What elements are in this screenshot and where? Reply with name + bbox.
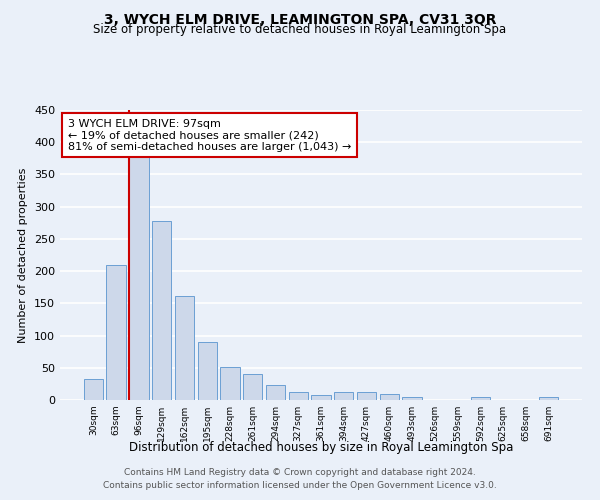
Y-axis label: Number of detached properties: Number of detached properties bbox=[19, 168, 28, 342]
Bar bbox=[243, 374, 262, 400]
Bar bbox=[106, 264, 126, 400]
Bar bbox=[334, 392, 353, 400]
Bar bbox=[539, 398, 558, 400]
Bar bbox=[220, 367, 239, 400]
Bar bbox=[403, 397, 422, 400]
Bar bbox=[357, 392, 376, 400]
Text: Contains public sector information licensed under the Open Government Licence v3: Contains public sector information licen… bbox=[103, 480, 497, 490]
Bar bbox=[175, 296, 194, 400]
Text: Distribution of detached houses by size in Royal Leamington Spa: Distribution of detached houses by size … bbox=[129, 441, 513, 454]
Bar bbox=[152, 222, 172, 400]
Text: 3 WYCH ELM DRIVE: 97sqm
← 19% of detached houses are smaller (242)
81% of semi-d: 3 WYCH ELM DRIVE: 97sqm ← 19% of detache… bbox=[68, 118, 351, 152]
Bar bbox=[84, 378, 103, 400]
Bar bbox=[266, 384, 285, 400]
Text: Size of property relative to detached houses in Royal Leamington Spa: Size of property relative to detached ho… bbox=[94, 22, 506, 36]
Bar bbox=[289, 392, 308, 400]
Bar bbox=[311, 396, 331, 400]
Bar bbox=[197, 342, 217, 400]
Bar bbox=[470, 398, 490, 400]
Bar bbox=[129, 156, 149, 400]
Text: Contains HM Land Registry data © Crown copyright and database right 2024.: Contains HM Land Registry data © Crown c… bbox=[124, 468, 476, 477]
Bar bbox=[380, 394, 399, 400]
Text: 3, WYCH ELM DRIVE, LEAMINGTON SPA, CV31 3QR: 3, WYCH ELM DRIVE, LEAMINGTON SPA, CV31 … bbox=[104, 12, 496, 26]
